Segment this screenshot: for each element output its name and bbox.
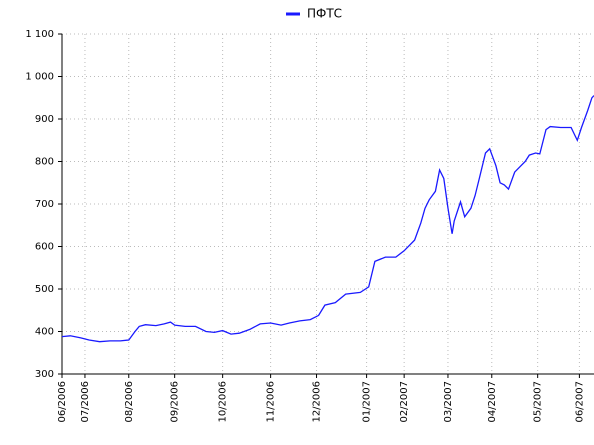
- y-tick-label: 1 000: [25, 72, 54, 83]
- x-tick-label: 02/2007: [399, 381, 410, 423]
- x-tick-label: 12/2006: [312, 381, 323, 423]
- y-tick-label: 600: [35, 242, 54, 253]
- x-tick-label: 07/2006: [80, 381, 91, 423]
- legend-label: ПФТС: [307, 7, 342, 21]
- x-tick-label: 09/2006: [170, 381, 181, 423]
- x-tick-label: 05/2007: [533, 381, 544, 423]
- x-tick-label: 01/2007: [362, 381, 373, 423]
- x-tick-label: 11/2006: [266, 381, 277, 423]
- y-tick-label: 500: [35, 284, 54, 295]
- x-tick-label: 06/2006: [57, 381, 68, 423]
- x-tick-label: 08/2006: [124, 381, 135, 423]
- x-tick-label: 10/2006: [218, 381, 229, 423]
- x-tick-label: 06/2007: [574, 381, 585, 423]
- y-tick-label: 800: [35, 157, 54, 168]
- y-tick-label: 700: [35, 199, 54, 210]
- y-tick-label: 400: [35, 327, 54, 338]
- y-tick-label: 300: [35, 369, 54, 380]
- series-line: [61, 95, 594, 343]
- x-tick-label: 03/2007: [443, 381, 454, 423]
- y-tick-label: 900: [35, 114, 54, 125]
- x-tick-label: 04/2007: [487, 381, 498, 423]
- y-tick-label: 1 100: [25, 29, 54, 40]
